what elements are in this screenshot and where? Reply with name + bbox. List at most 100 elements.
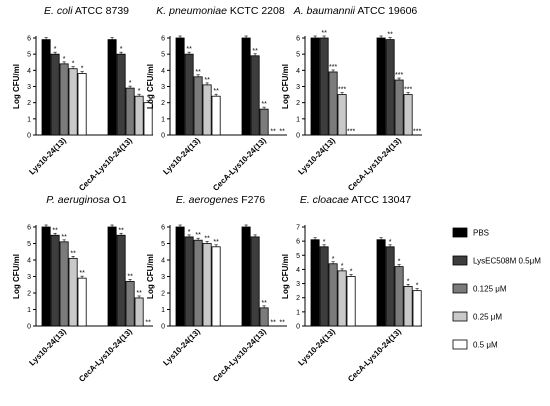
- significance-label: ***: [395, 72, 403, 79]
- panel-3: A. baumannii ATCC 19606 Log CFU/ml 0 1 2 3 4 5 6…: [281, 5, 422, 193]
- y-tick-label: 4: [27, 258, 31, 265]
- y-tick-label: 0: [161, 324, 165, 331]
- y-tick-label: 5: [296, 52, 300, 59]
- y-tick-label: 6: [27, 36, 31, 43]
- bar: [319, 37, 329, 136]
- y-tick-label: 2: [161, 100, 165, 107]
- y-tick-label: 1: [161, 116, 165, 123]
- legend-swatch: [452, 311, 468, 322]
- significance-label: **: [261, 300, 267, 307]
- y-tick-label: 4: [296, 267, 300, 274]
- significance-label: **: [195, 69, 201, 76]
- significance-label: *: [350, 269, 353, 276]
- panel-2: K. pneumoniae KCTC 2208 Log CFU/ml 0 1 2 3 4 5 6…: [146, 5, 287, 193]
- bar: [211, 95, 221, 136]
- bar: [125, 281, 135, 327]
- significance-label: ***: [329, 64, 337, 71]
- y-tick-label: 6: [27, 225, 31, 232]
- significance-label: **: [321, 30, 327, 37]
- panel-title-species: E. coli: [44, 5, 73, 17]
- significance-label: *: [188, 229, 191, 236]
- significance-label: ***: [404, 87, 412, 94]
- y-tick-label: 3: [161, 84, 165, 91]
- category-label: Lys10-24(13): [296, 136, 337, 177]
- significance-label: **: [204, 77, 210, 84]
- panel-title-strain: ATCC 8739: [73, 5, 130, 17]
- bar: [403, 94, 413, 136]
- panel-title: P. aeruginosa O1: [46, 194, 127, 206]
- legend-swatch: [452, 227, 468, 238]
- significance-label: **: [195, 232, 201, 239]
- panel-title-species: K. pneumoniae: [156, 5, 227, 17]
- legend-label: PBS: [473, 229, 489, 238]
- category-label: Lys10-24(13): [27, 327, 68, 368]
- category-label: Lys10-24(13): [161, 136, 202, 177]
- significance-label: **: [70, 250, 76, 257]
- bar: [211, 246, 221, 327]
- bar: [376, 239, 386, 327]
- panel-title-strain: ATCC 19606: [355, 5, 417, 17]
- significance-label: **: [204, 236, 210, 243]
- panel-title-strain: ATCC 13047: [349, 194, 411, 206]
- significance-label: *: [323, 239, 326, 246]
- y-tick-label: 2: [27, 100, 31, 107]
- significance-label: *: [120, 46, 123, 53]
- significance-label: *: [72, 61, 75, 68]
- bar: [50, 53, 60, 136]
- significance-label: *: [54, 46, 57, 53]
- y-axis-label: Log CFU/ml: [281, 254, 290, 299]
- legend-swatch: [452, 339, 468, 350]
- bar: [346, 276, 356, 327]
- y-tick-label: 6: [296, 36, 300, 43]
- category-label: CecA-Lys10-24(13): [211, 327, 268, 384]
- panel-title: K. pneumoniae KCTC 2208: [156, 5, 285, 17]
- bar: [394, 79, 404, 136]
- bar: [77, 73, 87, 136]
- panel-title: E. aerogenes F276: [176, 194, 265, 206]
- significance-label: *: [398, 259, 401, 266]
- bar: [184, 236, 194, 327]
- bar: [250, 236, 260, 327]
- legend-swatch: [452, 283, 468, 294]
- significance-label: **: [79, 270, 85, 277]
- category-label: Lys10-24(13): [161, 327, 202, 368]
- y-tick-label: 0: [161, 133, 165, 140]
- significance-label: **: [252, 48, 258, 55]
- y-tick-label: 1: [27, 116, 31, 123]
- significance-label: **: [270, 320, 276, 327]
- y-tick-label: 3: [27, 84, 31, 91]
- bar: [241, 226, 251, 327]
- bar: [107, 226, 117, 327]
- bar: [259, 108, 269, 136]
- bar: [116, 53, 126, 136]
- bar: [337, 94, 347, 136]
- significance-label: **: [118, 227, 124, 234]
- bar: [107, 39, 117, 136]
- y-tick-label: 5: [161, 52, 165, 59]
- legend-label: 0.125 μM: [473, 285, 507, 294]
- bar: [328, 263, 338, 327]
- bar: [59, 63, 69, 136]
- y-tick-label: 4: [161, 258, 165, 265]
- significance-label: *: [81, 66, 84, 73]
- significance-label: *: [332, 256, 335, 263]
- y-axis-label: Log CFU/ml: [12, 64, 21, 109]
- y-axis-label: Log CFU/ml: [146, 64, 155, 109]
- panel-title-species: E. aerogenes: [176, 194, 239, 206]
- y-tick-label: 0: [296, 133, 300, 140]
- y-tick-label: 4: [161, 68, 165, 75]
- y-tick-label: 4: [296, 68, 300, 75]
- y-axis-label: Log CFU/ml: [146, 254, 155, 299]
- category-label: CecA-Lys10-24(13): [77, 327, 134, 384]
- y-tick-label: 2: [296, 100, 300, 107]
- bar: [77, 277, 87, 327]
- significance-label: ***: [338, 87, 346, 94]
- significance-label: *: [407, 278, 410, 285]
- significance-label: **: [213, 239, 219, 246]
- bar: [250, 55, 260, 136]
- significance-label: *: [138, 88, 141, 95]
- significance-label: **: [52, 227, 58, 234]
- significance-label: **: [127, 273, 133, 280]
- bar: [50, 234, 60, 327]
- bar: [41, 39, 51, 136]
